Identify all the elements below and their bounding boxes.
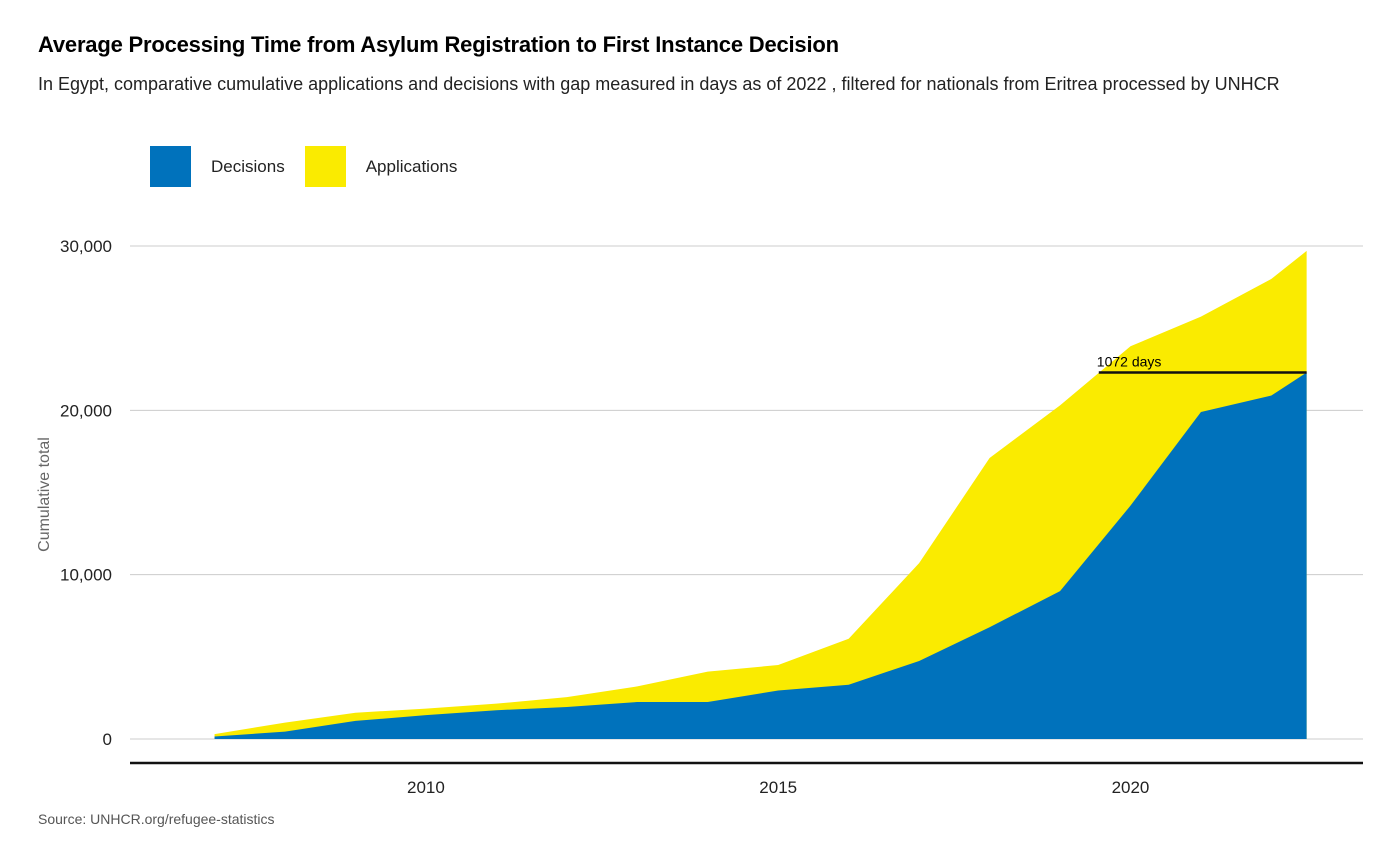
chart-title: Average Processing Time from Asylum Regi… bbox=[38, 32, 839, 57]
y-tick-label: 30,000 bbox=[60, 237, 112, 256]
area-series bbox=[214, 250, 1307, 739]
y-tick-label: 10,000 bbox=[60, 566, 112, 585]
chart-subtitle: In Egypt, comparative cumulative applica… bbox=[38, 74, 1280, 94]
source-note: Source: UNHCR.org/refugee-statistics bbox=[38, 811, 275, 827]
legend-label-applications: Applications bbox=[365, 156, 458, 176]
gap-annotation: 1072 days bbox=[1097, 354, 1307, 374]
y-tick-label: 0 bbox=[103, 730, 112, 749]
x-tick-label: 2010 bbox=[407, 778, 445, 797]
legend: Decisions Applications bbox=[150, 146, 477, 187]
series-area-decisions bbox=[214, 372, 1307, 739]
legend-swatch-decisions bbox=[150, 146, 191, 187]
y-axis-title: Cumulative total bbox=[36, 437, 53, 552]
axes: 0 10,000 20,000 30,000 Cumulative total 2010 2… bbox=[36, 237, 1363, 797]
gap-label: 1072 days bbox=[1097, 354, 1162, 370]
legend-label-decisions: Decisions bbox=[211, 156, 285, 176]
x-tick-label: 2020 bbox=[1112, 778, 1150, 797]
legend-item-decisions[interactable]: Decisions bbox=[150, 146, 285, 187]
y-tick-label: 20,000 bbox=[60, 401, 112, 420]
legend-item-applications[interactable]: Applications bbox=[304, 146, 458, 187]
x-tick-label: 2015 bbox=[759, 778, 797, 797]
legend-swatch-applications bbox=[304, 146, 346, 187]
